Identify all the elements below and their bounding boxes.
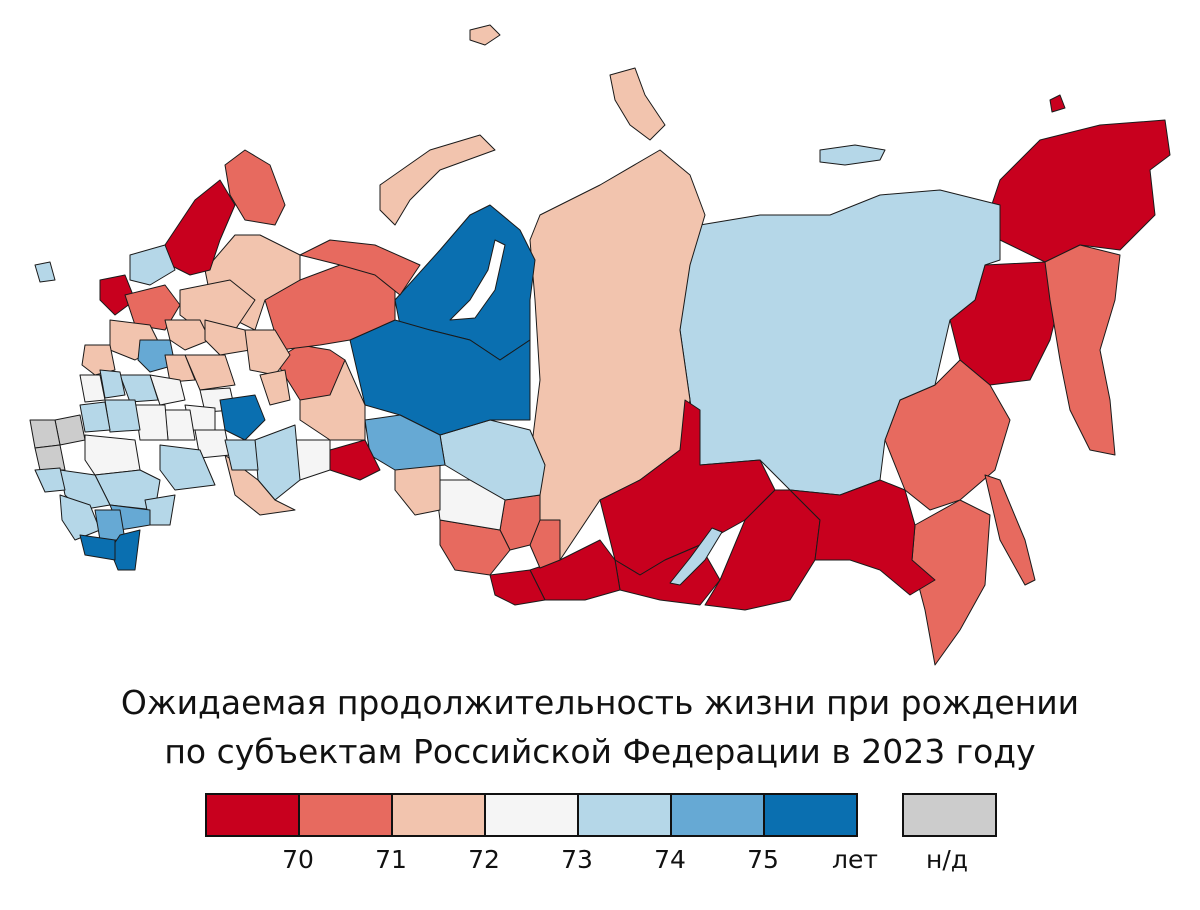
region-gulf-of-ob — [449, 239, 506, 321]
region-moscow — [137, 339, 176, 373]
region-severnaya-zemlya — [609, 67, 666, 141]
region-karelia — [164, 179, 236, 276]
legend-swatch-3 — [391, 793, 486, 837]
legend-tick-label: 74 — [654, 845, 686, 874]
region-kostroma — [204, 319, 251, 356]
region-samara — [224, 439, 259, 471]
region-krasnodar — [59, 494, 101, 541]
region-new-siberian-islands — [819, 144, 886, 166]
region-belgorod — [29, 419, 61, 449]
region-novaya-zemlya — [379, 134, 496, 226]
region-sakhalin — [984, 474, 1036, 586]
legend-swatch-6 — [670, 793, 765, 837]
legend-swatch-5 — [577, 793, 672, 837]
region-north-caucasus — [79, 534, 116, 561]
map-title-line-2: по субъектам Российской Федерации в 2023… — [164, 732, 1036, 771]
legend-tick-label: 73 — [561, 845, 593, 874]
region-tuva — [529, 539, 621, 601]
region-smolensk — [81, 344, 116, 376]
legend-swatch-7 — [763, 793, 858, 837]
region-tatarstan — [219, 394, 266, 441]
region-crimea — [34, 467, 66, 493]
region-novosibirsk — [434, 479, 506, 531]
legend-swatch-4 — [484, 793, 579, 837]
region-nizhny-novgorod — [184, 354, 236, 391]
region-franz-josef-land — [469, 24, 501, 46]
region-khmao — [349, 319, 531, 436]
region-yaroslavl — [164, 319, 211, 351]
region-tambov — [134, 404, 169, 441]
russia-regions-map — [29, 24, 1171, 666]
region-wrangel-island — [1049, 94, 1066, 113]
region-vladimir — [164, 354, 196, 383]
region-tomsk — [439, 419, 546, 501]
region-tula — [119, 374, 159, 403]
region-kamchatka — [1044, 244, 1121, 456]
region-udmurtia — [259, 369, 291, 406]
region-kaliningrad — [34, 261, 56, 283]
region-amur — [789, 479, 936, 596]
region-penza — [164, 409, 196, 441]
region-zabaikalye — [704, 489, 821, 611]
region-altai-republic — [489, 569, 546, 606]
region-donetsk — [34, 444, 66, 471]
region-chukotka — [989, 119, 1171, 263]
region-orel — [79, 401, 111, 433]
region-nenets — [299, 239, 421, 296]
region-voronezh — [84, 434, 141, 476]
legend-tick-label: 72 — [468, 845, 500, 874]
legend-swatch-1 — [205, 793, 300, 837]
region-komi — [264, 249, 396, 351]
region-pskov — [99, 274, 136, 316]
region-kirov — [244, 329, 291, 376]
region-bryansk — [79, 374, 106, 403]
region-kaluga — [99, 369, 126, 399]
legend-tick-label: 71 — [375, 845, 407, 874]
legend-swatch-2 — [298, 793, 393, 837]
region-murmansk — [224, 149, 286, 226]
legend-swatch-no-data — [902, 793, 997, 837]
region-saratov — [159, 444, 216, 491]
legend-unit-label: лет — [832, 845, 878, 874]
region-lipetsk — [104, 399, 141, 433]
region-leningrad — [129, 244, 176, 286]
region-bashkortostan — [254, 424, 301, 501]
legend-tick-label: 70 — [282, 845, 314, 874]
lake-baikal — [669, 527, 723, 586]
map-title-line-1: Ожидаемая продолжительность жизни при ро… — [120, 683, 1080, 722]
legend-tick-label: 75 — [747, 845, 779, 874]
region-novgorod — [124, 284, 181, 331]
legend-no-data-label: н/д — [925, 845, 969, 874]
